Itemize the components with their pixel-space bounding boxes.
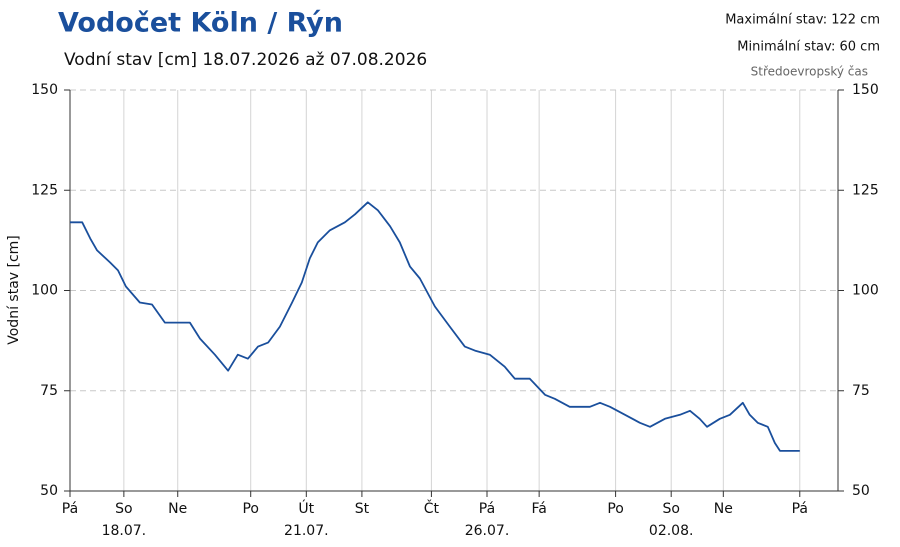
y-axis-label: Vodní stav [cm] (6, 235, 22, 345)
x-tick-label: Po (242, 501, 259, 517)
y2-tick-label: 50 (852, 483, 870, 499)
x-tick-label: Út (298, 499, 314, 517)
x-tick-label: Fá (531, 501, 546, 517)
y2-tick-label: 150 (852, 82, 879, 98)
x-tick-label: Ne (168, 501, 187, 517)
max-note: Maximální stav: 122 cm (725, 13, 880, 28)
y-tick-label: 100 (31, 283, 58, 299)
x-date-label: 02.08. (649, 523, 694, 539)
x-tick-label: So (115, 501, 132, 517)
x-tick-label: Pá (479, 501, 495, 517)
timezone-note: Středoevropský čas (751, 65, 868, 79)
y-tick-label: 75 (40, 383, 58, 399)
y-tick-label: 150 (31, 82, 58, 98)
water-level-line (70, 201, 800, 452)
y-tick-label: 50 (40, 483, 58, 499)
x-date-label: 18.07. (102, 523, 147, 539)
x-date-label: 21.07. (284, 523, 329, 539)
x-tick-label: Po (607, 501, 624, 517)
chart-subtitle: Vodní stav [cm] 18.07.2026 až 07.08.2026 (64, 50, 427, 70)
x-tick-label: Pá (62, 501, 78, 517)
x-tick-label: Ne (714, 501, 733, 517)
chart-title: Vodočet Köln / Rýn (58, 8, 343, 39)
y2-tick-label: 75 (852, 383, 870, 399)
y-tick-label: 125 (31, 182, 58, 198)
y2-tick-label: 125 (852, 182, 879, 198)
x-tick-label: Čt (424, 499, 440, 517)
x-tick-label: Pá (792, 501, 808, 517)
x-tick-label: St (355, 501, 370, 517)
min-note: Minimální stav: 60 cm (737, 40, 880, 55)
x-date-label: 26.07. (465, 523, 510, 539)
x-tick-label: So (662, 501, 679, 517)
y2-tick-label: 100 (852, 283, 879, 299)
